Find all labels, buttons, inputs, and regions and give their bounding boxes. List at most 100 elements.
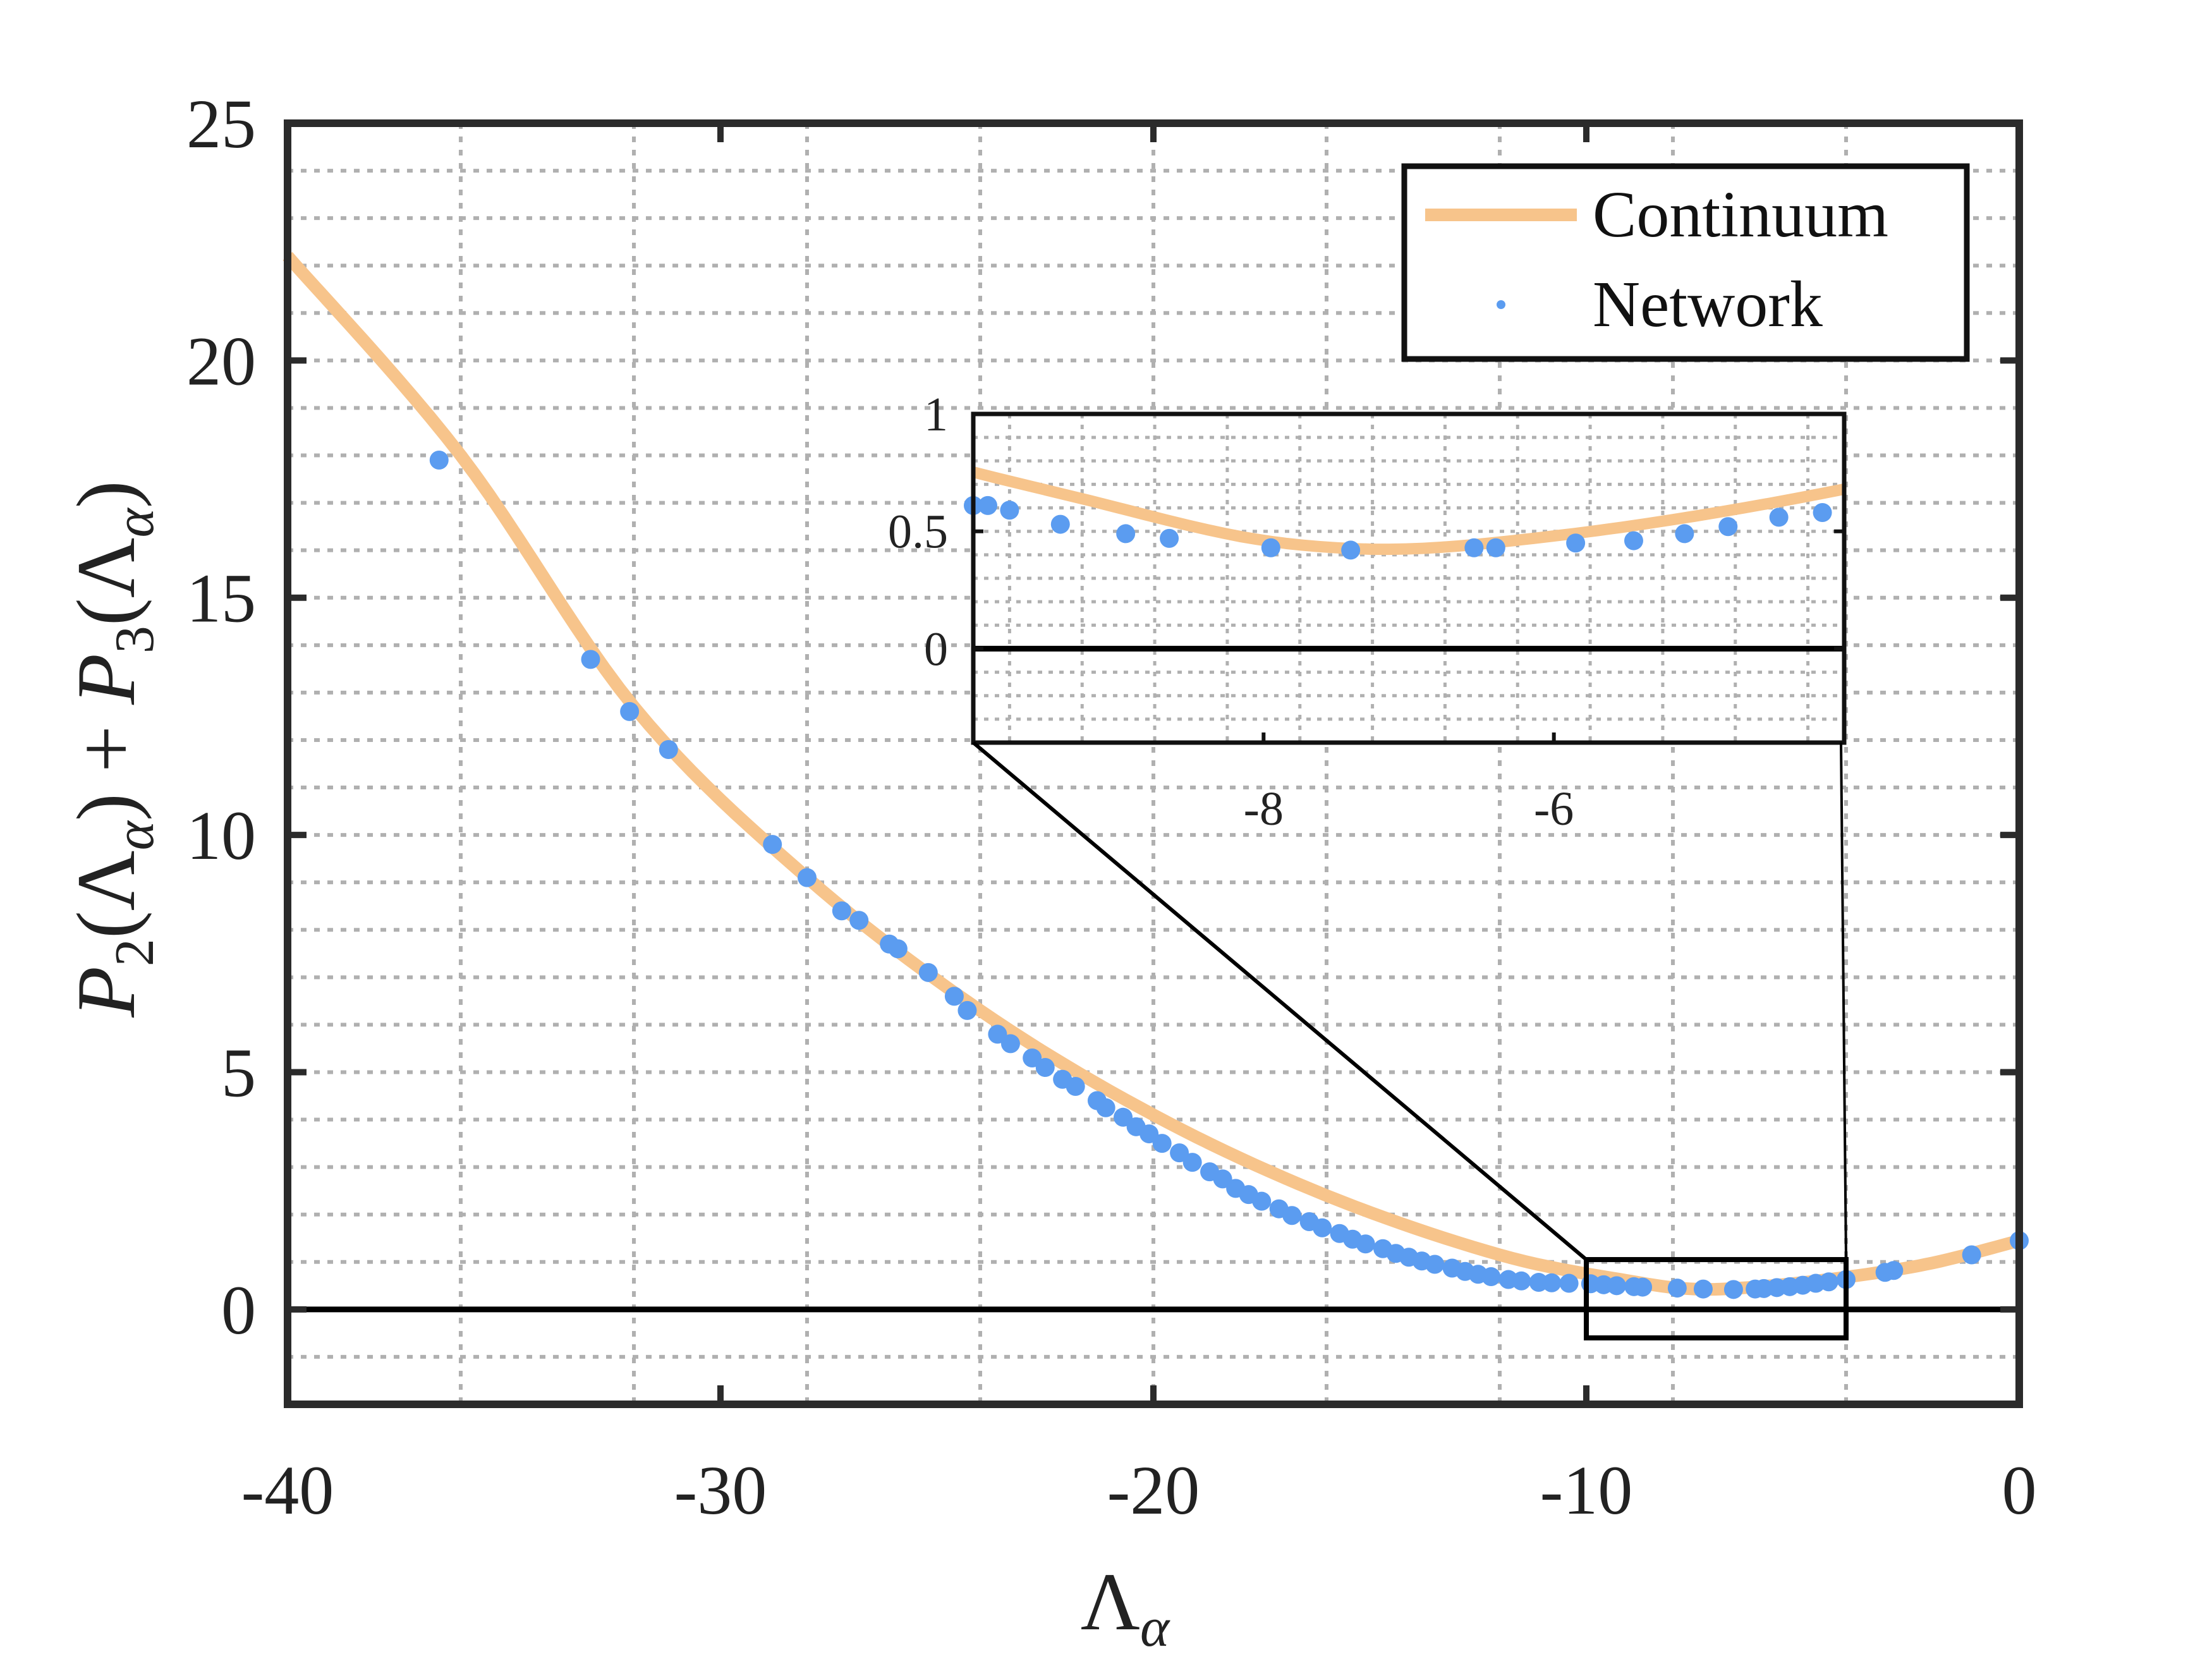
connector-left xyxy=(972,741,1588,1261)
network-point xyxy=(659,739,678,759)
y-tick-label: 10 xyxy=(186,797,256,874)
inset-y-tick-label: 0.5 xyxy=(888,506,948,559)
inset-network-point xyxy=(1624,531,1643,550)
network-point xyxy=(1542,1273,1562,1292)
inset-continuum-line xyxy=(973,466,1844,556)
inset-network-point xyxy=(1050,514,1070,534)
x-tick-label: -30 xyxy=(674,1452,767,1529)
network-point xyxy=(1252,1191,1272,1211)
inset-network-point xyxy=(1160,528,1179,548)
legend-box xyxy=(1401,163,1970,362)
y-tick-label: 5 xyxy=(221,1034,256,1111)
network-point xyxy=(1114,1107,1133,1127)
network-point xyxy=(1962,1245,1981,1265)
inset-axes-box xyxy=(971,411,1847,745)
network-point xyxy=(1607,1276,1626,1296)
y-tick-label: 15 xyxy=(186,560,256,637)
main-ticks xyxy=(284,120,2022,1404)
inset-plot: -8 -6 0 0.5 1 xyxy=(888,388,1847,836)
network-point xyxy=(1282,1206,1302,1225)
x-tick-label: -20 xyxy=(1107,1452,1200,1529)
y-axis-label: P2(Λα) + P3(Λα) xyxy=(59,480,166,1018)
inset-network-point xyxy=(1000,501,1019,520)
zoom-connector-lines xyxy=(972,741,1847,1261)
network-point xyxy=(429,451,449,470)
network-point xyxy=(581,650,600,669)
legend-network-swatch xyxy=(1497,300,1505,309)
inset-network-point xyxy=(1566,533,1586,553)
network-point xyxy=(1152,1134,1172,1153)
zoom-rectangle xyxy=(1584,1257,1849,1340)
inset-background xyxy=(973,414,1844,743)
network-point xyxy=(620,702,640,721)
network-point xyxy=(918,963,938,982)
y-tick-label: 20 xyxy=(186,322,256,399)
network-point xyxy=(1819,1272,1838,1292)
svg-text:Λα: Λα xyxy=(1081,1557,1170,1658)
network-point xyxy=(1213,1169,1232,1189)
inset-x-tick-label: -8 xyxy=(1244,782,1284,836)
inset-grid xyxy=(973,412,1844,743)
inset-frame xyxy=(971,411,1847,745)
network-point xyxy=(1313,1218,1332,1237)
inset-network-point xyxy=(978,495,997,515)
x-tick-label: -10 xyxy=(1540,1452,1633,1529)
inset-network-point xyxy=(1675,524,1694,544)
network-point xyxy=(1512,1271,1531,1291)
network-point xyxy=(957,1000,977,1020)
inset-x-tick-label: -6 xyxy=(1534,782,1574,836)
inset-y-tick-label: 0 xyxy=(924,623,948,676)
network-point xyxy=(1000,1034,1020,1054)
network-point xyxy=(763,835,782,854)
legend: Continuum Network xyxy=(1401,163,1970,362)
inset-y-tick-label: 1 xyxy=(924,388,948,441)
inset-continuum-curve xyxy=(973,466,1844,556)
y-tick-labels: 0 5 10 15 20 25 xyxy=(186,85,256,1349)
network-point xyxy=(888,939,908,959)
network-point xyxy=(1884,1261,1904,1280)
inset-network-point xyxy=(1464,538,1484,557)
network-point xyxy=(1023,1048,1042,1067)
network-point xyxy=(1559,1273,1579,1293)
network-point xyxy=(1425,1255,1445,1274)
network-point xyxy=(1139,1124,1159,1144)
network-point xyxy=(832,901,851,921)
inset-tick-labels: -8 -6 0 0.5 1 xyxy=(888,388,1574,836)
network-point xyxy=(944,987,964,1006)
connector-right xyxy=(1840,742,1847,1260)
inset-network-point xyxy=(1261,538,1280,557)
zoom-box xyxy=(1584,1257,1849,1340)
network-point xyxy=(798,868,817,887)
network-point xyxy=(1170,1143,1189,1163)
y-tick-label: 25 xyxy=(186,85,256,162)
network-point xyxy=(849,911,869,930)
network-point xyxy=(1356,1234,1375,1254)
inset-network-point xyxy=(1718,517,1738,537)
x-tick-label: -40 xyxy=(241,1452,334,1529)
svg-text:P2(Λα) + P3(Λα): P2(Λα) + P3(Λα) xyxy=(59,480,166,1018)
inset-network-point xyxy=(1486,538,1505,557)
x-axis-label: Λα xyxy=(1081,1557,1170,1658)
network-points xyxy=(429,451,2029,1299)
inset-network-point xyxy=(1116,524,1136,544)
network-point xyxy=(1481,1267,1501,1287)
network-point xyxy=(1096,1098,1115,1117)
x-tick-label: 0 xyxy=(2002,1452,2037,1529)
network-point xyxy=(1182,1153,1202,1172)
inset-network-point xyxy=(1813,503,1832,522)
network-point xyxy=(1633,1277,1653,1297)
y-tick-label: 0 xyxy=(221,1272,256,1349)
network-point xyxy=(1667,1279,1687,1298)
network-point xyxy=(988,1024,1007,1044)
inset-network-point xyxy=(1769,507,1789,527)
network-point xyxy=(1035,1057,1055,1077)
network-point xyxy=(1723,1280,1743,1299)
legend-continuum-label: Continuum xyxy=(1593,178,1888,251)
x-tick-labels: -40 -30 -20 -10 0 xyxy=(241,1452,2037,1529)
inset-network-point xyxy=(1341,540,1361,560)
inset-network-points xyxy=(964,495,1832,560)
legend-network-label: Network xyxy=(1593,268,1823,341)
network-point xyxy=(1066,1077,1085,1097)
network-point xyxy=(1693,1279,1713,1299)
